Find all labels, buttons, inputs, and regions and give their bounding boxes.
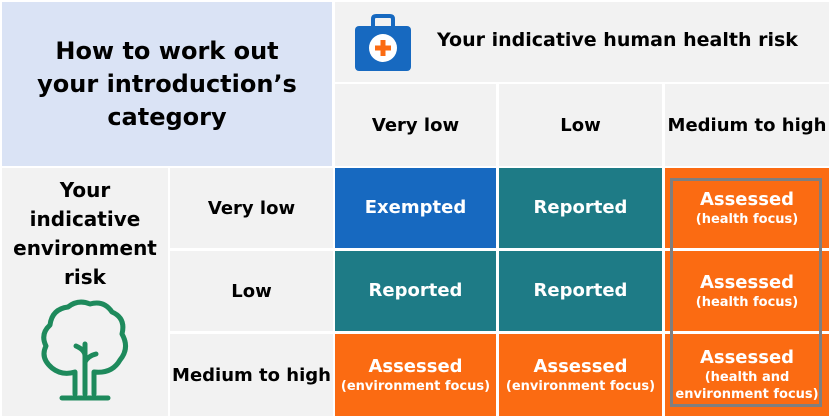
- row-header-very-low: Very low: [170, 168, 333, 248]
- environment-risk-header-text: Your indicative environment risk: [13, 178, 157, 289]
- row-header-low: Low: [170, 251, 333, 331]
- diagram-title: How to work out your introduction’s cate…: [2, 2, 332, 166]
- health-risk-header-text: Your indicative human health risk: [437, 29, 798, 51]
- medical-kit-icon: [355, 14, 411, 71]
- cell-very-low-very-low: Exempted: [335, 168, 496, 248]
- col-header-medium-to-high: Medium to high: [665, 84, 829, 166]
- cell-very-low-medium-to-high: Assessed (health focus): [665, 168, 829, 248]
- title-text: How to work out your introduction’s cate…: [37, 36, 297, 131]
- col-header-low: Low: [499, 84, 662, 166]
- cell-low-low: Reported: [499, 251, 662, 331]
- health-risk-header: Your indicative human health risk: [335, 2, 829, 82]
- cell-very-low-low: Reported: [499, 168, 662, 248]
- cell-medium-to-high-very-low: Assessed (environment focus): [335, 334, 496, 416]
- row-header-medium-to-high: Medium to high: [170, 334, 333, 416]
- col-header-very-low: Very low: [335, 84, 496, 166]
- tree-icon: [41, 299, 128, 401]
- cell-low-very-low: Reported: [335, 251, 496, 331]
- cell-medium-to-high-medium-to-high: Assessed (health and environment focus): [665, 334, 829, 416]
- cell-medium-to-high-low: Assessed (environment focus): [499, 334, 662, 416]
- cell-low-medium-to-high: Assessed (health focus): [665, 251, 829, 331]
